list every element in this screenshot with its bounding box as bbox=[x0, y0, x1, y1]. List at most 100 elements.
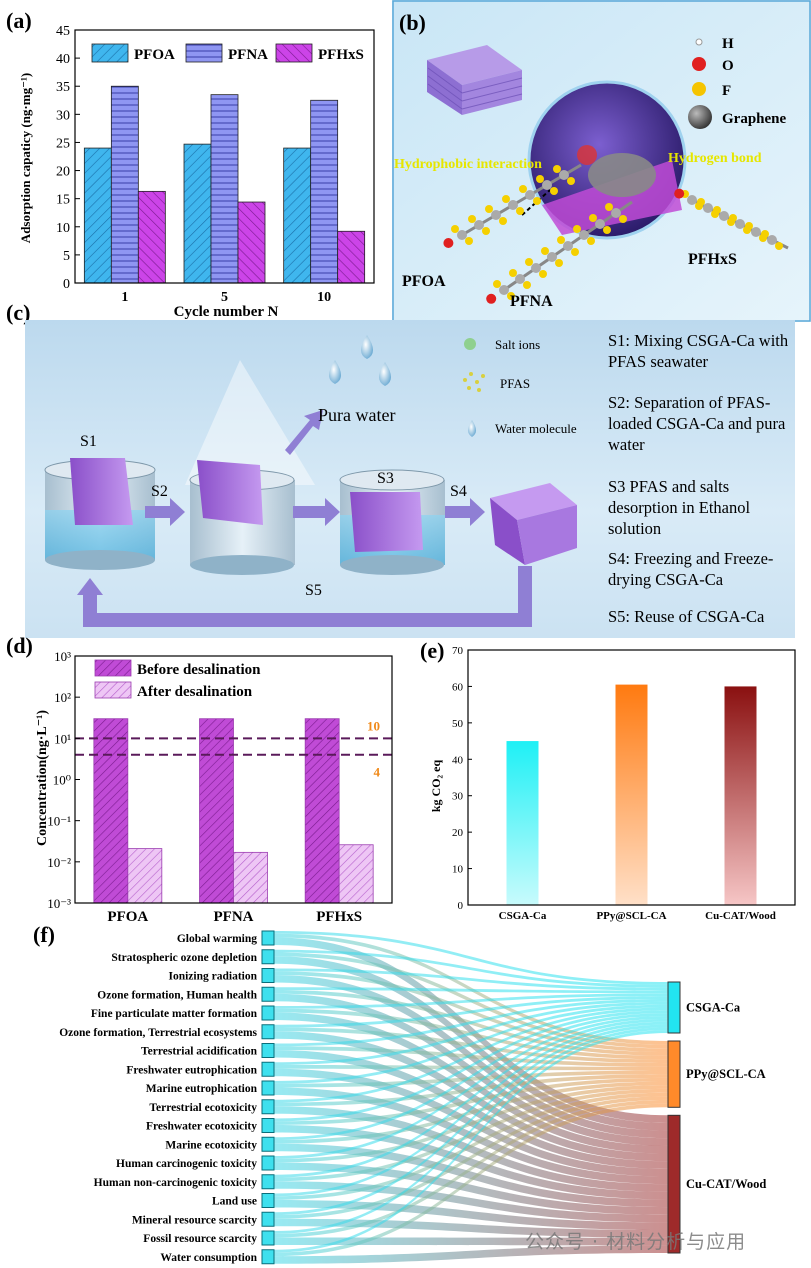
b-fluorine-atom bbox=[502, 195, 510, 203]
f-target-label-0: CSGA-Ca bbox=[686, 1001, 741, 1015]
b-fluorine-atom bbox=[451, 225, 459, 233]
d-bar-after-pfna bbox=[233, 851, 268, 904]
a-bar-pfoa-1 bbox=[83, 147, 112, 284]
panel-label-e: (e) bbox=[420, 638, 445, 663]
hydrogen-bond-label: Hydrogen bond bbox=[668, 151, 762, 166]
b-carbon-atom bbox=[687, 195, 697, 205]
panel-label-a: (a) bbox=[6, 8, 32, 33]
e-bar-cu-cat/wood bbox=[724, 686, 757, 905]
a-ytick: 15 bbox=[56, 193, 70, 208]
f-link bbox=[274, 1074, 668, 1107]
f-link bbox=[274, 1030, 668, 1253]
f-link bbox=[274, 1046, 668, 1067]
f-source-label: Ionizing radiation bbox=[168, 971, 257, 983]
legend-f: F bbox=[722, 83, 731, 99]
f-link bbox=[274, 1081, 668, 1144]
f-target-node-0 bbox=[667, 981, 681, 1034]
stage-s4: S4 bbox=[450, 483, 467, 500]
panel-label-b: (b) bbox=[399, 10, 426, 35]
f-source-node bbox=[261, 949, 275, 965]
f-source-label: Human carcinogenic toxicity bbox=[116, 1158, 257, 1170]
f-link bbox=[274, 931, 668, 985]
f-link bbox=[274, 1096, 668, 1219]
d-ytick: 10⁻³ bbox=[47, 896, 71, 911]
d-xtick: PFNA bbox=[214, 909, 254, 923]
d-legend-swatch-0 bbox=[94, 659, 132, 677]
a-ytick: 10 bbox=[56, 221, 70, 236]
b-carbon-atom bbox=[547, 252, 557, 262]
f-link bbox=[274, 968, 668, 991]
e-ylabel: kg CO₂ eq bbox=[429, 760, 443, 813]
b-fluorine-atom bbox=[697, 198, 705, 206]
f-source-node bbox=[261, 1136, 275, 1152]
e-ytick: 50 bbox=[452, 718, 464, 730]
f-source-node bbox=[261, 1193, 275, 1208]
f-source-node bbox=[261, 1230, 275, 1246]
a-ytick: 35 bbox=[56, 80, 70, 95]
step-s5: S5: Reuse of CSGA-Ca bbox=[608, 607, 765, 626]
f-link bbox=[274, 1245, 668, 1264]
b-fluorine-atom bbox=[729, 214, 737, 222]
d-ytick: 10² bbox=[54, 690, 71, 705]
b-fluorine-atom bbox=[516, 207, 524, 215]
e-ytick: 70 bbox=[452, 645, 464, 657]
d-bar-before-pfna bbox=[199, 718, 234, 904]
f-source-node bbox=[261, 1005, 275, 1021]
b-fluorine-atom bbox=[589, 214, 597, 222]
f-source-node bbox=[261, 1211, 275, 1227]
water-molecule-icon bbox=[468, 420, 476, 437]
f-link bbox=[274, 1007, 668, 1103]
b-fluorine-atom bbox=[541, 247, 549, 255]
molecule-pfna: PFNA bbox=[510, 293, 553, 310]
f-source-label: Fine particulate matter formation bbox=[91, 1008, 258, 1020]
a-legend-label-1: PFNA bbox=[228, 47, 268, 63]
a-ytick: 45 bbox=[56, 24, 70, 39]
legend-pfas: PFAS bbox=[500, 376, 530, 391]
f-link bbox=[274, 1218, 668, 1238]
f-source-label: Ozone formation, Terrestrial ecosystems bbox=[59, 1027, 257, 1039]
beaker-s3-icon bbox=[339, 469, 445, 575]
b-fluorine-atom bbox=[550, 187, 558, 195]
f-link bbox=[274, 987, 668, 994]
b-fluorine-atom bbox=[509, 269, 517, 277]
a-bar-pfoa-5 bbox=[183, 143, 212, 284]
e-xtick: PPy@SCL-CA bbox=[596, 910, 666, 922]
b-fluorine-atom bbox=[745, 222, 753, 230]
a-xtick: 10 bbox=[317, 290, 331, 305]
legend-o: O bbox=[722, 58, 734, 74]
molecule-pfoa: PFOA bbox=[402, 273, 446, 290]
b-fluorine-atom bbox=[553, 165, 561, 173]
f-source-label: Marine ecotoxicity bbox=[165, 1139, 257, 1151]
b-carbon-atom bbox=[515, 274, 525, 284]
a-bar-pfhxs-5 bbox=[237, 201, 266, 284]
d-ytick: 10¹ bbox=[54, 731, 71, 746]
a-legend-swatch-0 bbox=[91, 43, 129, 63]
d-bar-after-pfhxs bbox=[338, 844, 374, 904]
e-ytick: 0 bbox=[458, 900, 464, 912]
sponge-s4-icon bbox=[490, 483, 577, 565]
f-link bbox=[274, 1065, 668, 1071]
f-link bbox=[274, 1124, 668, 1200]
d-legend-label-0: Before desalination bbox=[137, 662, 261, 678]
chart-e: CSGA-Ca PPy@SCL-CA Cu-CAT/Wood 0 10 20 30 40 50 6… bbox=[429, 645, 796, 922]
b-carbon-atom bbox=[508, 200, 518, 210]
f-link bbox=[274, 1001, 668, 1066]
f-link bbox=[274, 993, 668, 1146]
pfas-icon bbox=[463, 372, 485, 392]
d-ylabel: Concentration(ng·L⁻¹) bbox=[35, 710, 50, 846]
d-ytick: 10⁻² bbox=[47, 855, 71, 870]
b-carbon-atom bbox=[499, 285, 509, 295]
a-ylabel: Adsorption capaticy (ng·mg⁻¹) bbox=[18, 73, 33, 243]
f-link bbox=[274, 1070, 668, 1088]
f-source-label: Human non-carcinogenic toxicity bbox=[94, 1177, 258, 1189]
f-source-node bbox=[261, 1043, 275, 1058]
f-source-label: Marine eutrophication bbox=[146, 1083, 258, 1095]
legend-h: H bbox=[722, 36, 734, 52]
f-link bbox=[274, 1024, 668, 1216]
b-oxygen-atom-pfoa bbox=[443, 238, 454, 248]
e-bar-csga-ca bbox=[506, 741, 539, 905]
b-fluorine-atom bbox=[493, 280, 501, 288]
a-legend-label-2: PFHxS bbox=[318, 47, 364, 63]
legend-water: Water molecule bbox=[495, 421, 577, 436]
f-source-label: Global warming bbox=[177, 933, 257, 945]
